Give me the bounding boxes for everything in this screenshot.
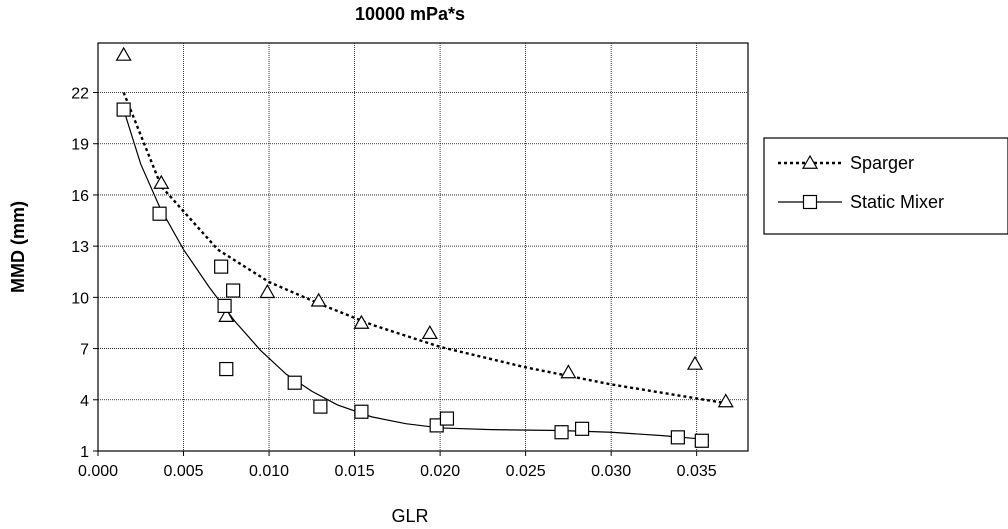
y-tick-label: 7 [80, 342, 89, 359]
legend-label: Static Mixer [850, 192, 944, 212]
data-point-triangle [259, 284, 276, 299]
x-tick-label: 0.035 [677, 463, 717, 480]
x-tick-label: 0.020 [420, 463, 460, 480]
data-point-triangle [686, 355, 704, 370]
data-point-square [670, 430, 685, 445]
y-tick-label: 16 [71, 188, 89, 205]
x-axis-label: GLR [391, 506, 428, 526]
plot-border [97, 42, 749, 452]
y-tick-label: 1 [80, 444, 89, 461]
data-markers [115, 46, 734, 448]
x-tick-label: 0.015 [335, 463, 375, 480]
data-point-square [287, 375, 302, 390]
data-point-square [574, 421, 590, 436]
y-tick-label: 19 [71, 137, 89, 154]
data-point-square [152, 206, 167, 221]
x-axis-ticks: 0.000 0.005 0.010 0.015 0.020 0.025 0.030 0.035 [78, 451, 717, 480]
data-point-triangle [115, 46, 132, 61]
chart-title: 10000 mPa*s [355, 4, 465, 24]
legend-marker-square [802, 194, 818, 210]
data-point-triangle [310, 292, 327, 307]
y-tick-label: 22 [71, 86, 89, 103]
data-point-square [214, 259, 229, 274]
data-point-triangle [421, 324, 438, 340]
y-axis-label: MMD (mm) [8, 201, 28, 293]
data-point-square [219, 361, 234, 377]
x-tick-label: 0.025 [506, 463, 546, 480]
x-tick-label: 0.000 [78, 463, 118, 480]
data-point-square [217, 298, 232, 313]
x-tick-label: 0.030 [591, 463, 631, 480]
data-point-square [554, 425, 569, 440]
y-tick-label: 10 [71, 290, 89, 307]
trend-line-triangle [122, 92, 726, 405]
y-tick-label: 4 [80, 393, 89, 410]
legend-box [763, 137, 1008, 235]
data-point-square [226, 283, 241, 298]
data-point-triangle [153, 174, 170, 189]
data-point-square [354, 404, 369, 419]
legend-label: Sparger [850, 153, 914, 173]
x-tick-label: 0.005 [164, 463, 204, 480]
data-point-square [694, 433, 709, 448]
legend: Sparger Static Mixer [763, 137, 1008, 235]
data-point-square [313, 399, 328, 414]
data-point-square [116, 102, 131, 117]
x-tick-label: 0.010 [249, 463, 289, 480]
data-point-triangle [353, 314, 370, 329]
data-point-triangle [717, 393, 734, 408]
data-point-triangle [560, 364, 577, 379]
data-point-triangle [218, 307, 235, 322]
plot-area [98, 43, 748, 451]
data-point-square [439, 411, 455, 426]
legend-marker-triangle [801, 154, 819, 169]
y-tick-label: 13 [71, 239, 89, 256]
grid [98, 43, 748, 451]
y-axis-ticks: 1 4 7 10 13 16 19 22 [71, 86, 98, 461]
